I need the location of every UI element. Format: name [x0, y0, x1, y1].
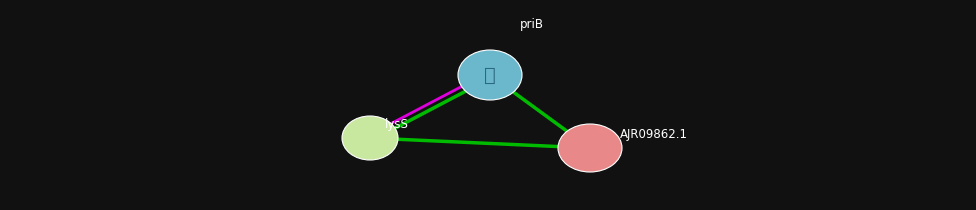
Ellipse shape [342, 116, 398, 160]
Text: lysS: lysS [385, 118, 409, 131]
Text: priB: priB [520, 18, 544, 31]
Text: AJR09862.1: AJR09862.1 [620, 128, 688, 141]
Ellipse shape [458, 50, 522, 100]
Ellipse shape [558, 124, 622, 172]
Text: 𝒥: 𝒥 [484, 66, 496, 84]
